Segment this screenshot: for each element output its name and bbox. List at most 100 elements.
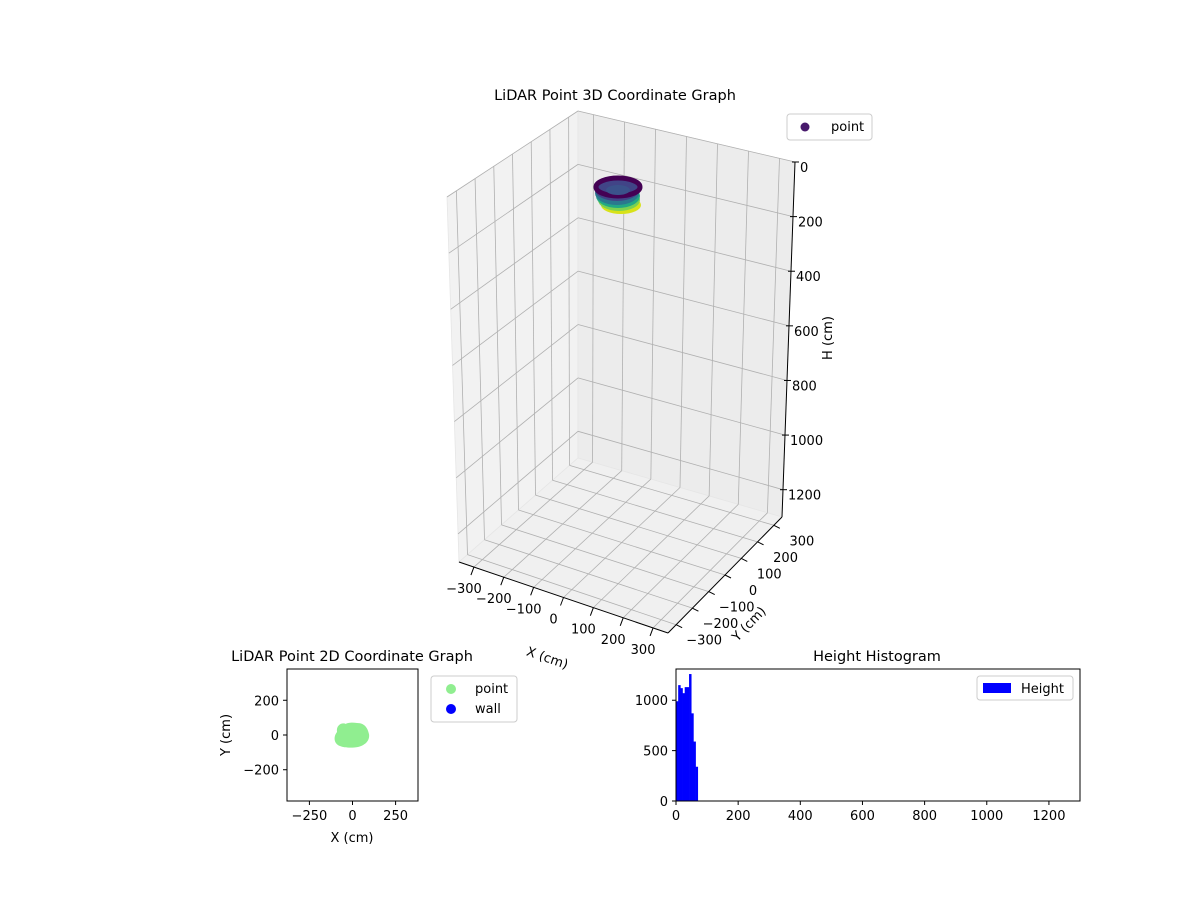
grid-y-left: [455, 190, 468, 555]
grid-y-floor: [484, 539, 693, 609]
y-tick-mark-3d: [773, 524, 781, 529]
x-tick-label-hist: 600: [850, 809, 875, 824]
y-tick-label-2d: 200: [254, 694, 279, 709]
legend-3d-box: [786, 113, 873, 141]
ticks-3d: −300−200−1000100200300−300−200−100010020…: [446, 161, 823, 658]
x-tick-label-3d: −100: [506, 602, 542, 617]
x-tick-mark-3d: [470, 566, 475, 576]
legend-2d-marker-wall: [446, 704, 456, 714]
grid-z-left: [454, 324, 579, 422]
histogram-bar: [684, 687, 688, 801]
x-tick-mark-3d: [500, 577, 505, 586]
x-tick-label-hist: 0: [672, 809, 680, 824]
z-tick-label-3d: 1000: [790, 434, 823, 449]
x-axis-label-3d: X (cm): [524, 645, 570, 673]
x-tick-label-3d: 0: [549, 613, 557, 628]
chart-3d-title: LiDAR Point 3D Coordinate Graph: [494, 88, 736, 104]
histogram-bar: [676, 701, 679, 801]
x-tick-label-hist: 800: [912, 809, 937, 824]
x-axis-label-2d: X (cm): [331, 831, 374, 846]
y-tick-label-hist: 1000: [635, 694, 668, 709]
grid-x-back: [592, 114, 594, 463]
grid-z-back: [577, 110, 796, 163]
chart-2d-title: LiDAR Point 2D Coordinate Graph: [231, 649, 473, 665]
grid-y-floor: [535, 494, 742, 559]
grid-y-left: [530, 141, 536, 496]
y-tick-mark-3d: [708, 591, 715, 596]
y-tick-mark-3d: [757, 541, 764, 546]
x-tick-label-3d: 300: [631, 643, 656, 658]
grid-y-floor: [518, 509, 726, 576]
histogram-bar: [682, 693, 686, 801]
cluster-layer-top: [593, 175, 643, 199]
legend-hist-label: Height: [1021, 682, 1064, 697]
grid-y-left: [493, 166, 502, 525]
grid-z-back: [577, 270, 790, 327]
z-tick-label-3d: 800: [792, 379, 817, 394]
grid-x-back: [737, 151, 749, 505]
z-tick-label-3d: 1200: [788, 489, 821, 504]
legend-2d-label-point: point: [475, 682, 508, 697]
x-tick-label-hist: 400: [788, 809, 813, 824]
legend-hist-swatch: [983, 683, 1011, 693]
grid-z-left: [455, 377, 579, 479]
y-tick-mark-3d: [741, 557, 748, 562]
y-tick-mark-3d: [692, 607, 699, 612]
legend-2d: point wall: [430, 675, 518, 723]
grid-x-back: [679, 136, 687, 488]
x-tick-label-3d: 200: [601, 633, 626, 648]
grid-y-left: [512, 153, 519, 511]
grid-y-left: [568, 117, 570, 466]
x-tick-label-3d: 100: [571, 623, 596, 638]
x-tick-label-2d: 0: [348, 809, 356, 824]
legend-3d-label: point: [831, 120, 864, 135]
cluster-core: [606, 185, 630, 195]
z-tick-label-3d: 400: [796, 270, 821, 285]
grid-z-back: [577, 430, 784, 491]
y-tick-label-3d: −200: [703, 617, 739, 632]
grid-z-back: [577, 163, 794, 218]
y-tick-label-3d: 100: [757, 567, 782, 582]
y-tick-label-hist: 0: [660, 795, 668, 810]
x-tick-mark-3d: [619, 617, 624, 626]
y-tick-label-3d: 200: [773, 551, 798, 566]
grid-z-left: [448, 164, 579, 254]
chart-3d: LiDAR Point 3D Coordinate Graph −300 −200…: [446, 88, 873, 673]
x-tick-mark-3d: [530, 587, 535, 596]
ticks-histogram: 0 200 400 600 800 1000 1200 0 500 1000: [635, 694, 1066, 824]
grid-z-left: [446, 110, 579, 198]
grid-y-floor: [552, 479, 758, 543]
y-tick-label-hist: 500: [643, 745, 668, 760]
grid-x-back: [708, 143, 718, 496]
x-tick-label-hist: 1200: [1032, 809, 1065, 824]
chart-histogram: Height Histogram 0 200 400 600 800 1000 1200 0 5…: [635, 649, 1081, 824]
legend-3d: point: [786, 113, 873, 141]
grid-z-back: [577, 377, 786, 436]
histogram-bars: [676, 674, 699, 801]
grid-z-left: [457, 431, 579, 535]
point-cluster-3d: [593, 175, 643, 214]
legend-3d-marker: [800, 122, 810, 132]
x-tick-label-3d: −300: [446, 582, 482, 597]
histogram-bar: [678, 685, 681, 801]
x-tick-label-hist: 1000: [970, 809, 1003, 824]
grid-y-floor: [467, 554, 677, 626]
y-tick-label-3d: 300: [789, 534, 814, 549]
y-tick-label-2d: 0: [271, 729, 279, 744]
histogram-bar: [691, 713, 694, 801]
z-tick-label-3d: 600: [794, 325, 819, 340]
y-tick-mark-3d: [675, 624, 683, 629]
z-tick-label-3d: 0: [800, 161, 808, 176]
histogram-frame: [675, 668, 1081, 802]
histogram-bar: [686, 687, 690, 801]
y-tick-label-2d: −200: [243, 764, 279, 779]
histogram-bar: [693, 741, 696, 801]
y-tick-label-3d: 0: [749, 584, 757, 599]
legend-hist-box: [976, 675, 1074, 701]
grid-3d: [446, 110, 796, 629]
grid-x-back: [650, 129, 656, 480]
ticks-2d: −250 0 250 200 0 −200: [243, 694, 408, 824]
legend-histogram: Height: [976, 675, 1074, 701]
histogram-bar: [680, 688, 683, 801]
